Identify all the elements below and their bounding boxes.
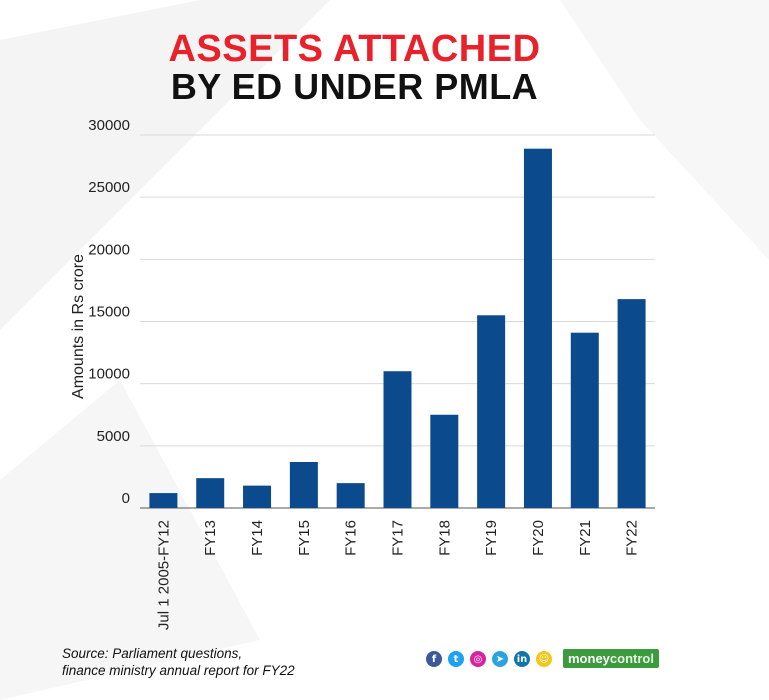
y-tick-label: 0 bbox=[122, 490, 130, 507]
twitter-icon[interactable]: t bbox=[448, 651, 464, 667]
x-tick-label: FY21 bbox=[577, 520, 594, 556]
moneycontrol-logo: money control bbox=[563, 649, 659, 668]
x-tick-label: FY19 bbox=[483, 520, 500, 556]
bar bbox=[430, 414, 459, 508]
bar bbox=[617, 299, 646, 508]
y-tick-label: 25000 bbox=[88, 179, 130, 196]
x-tick-label: FY22 bbox=[624, 520, 641, 556]
facebook-icon[interactable]: f bbox=[426, 651, 442, 667]
bar bbox=[196, 478, 225, 508]
bar bbox=[149, 493, 178, 508]
source-note: Source: Parliament questions, finance mi… bbox=[62, 645, 295, 679]
y-axis-label: Amounts in Rs crore bbox=[70, 254, 87, 399]
social-icons: f t ◎ ➤ in ☺ bbox=[426, 651, 552, 667]
linkedin-icon[interactable]: in bbox=[514, 651, 530, 667]
y-tick-label: 30000 bbox=[88, 117, 130, 134]
bar bbox=[477, 315, 506, 508]
brand-part2: control bbox=[609, 651, 654, 666]
chart-title-line1: ASSETS ATTACHED bbox=[168, 28, 541, 70]
bar bbox=[383, 371, 412, 508]
y-tick-label: 10000 bbox=[88, 366, 130, 383]
source-line-2: finance ministry annual report for FY22 bbox=[62, 663, 295, 678]
x-tick-label: FY20 bbox=[530, 520, 547, 556]
chart-title-line2: BY ED UNDER PMLA bbox=[170, 66, 539, 107]
y-tick-label: 15000 bbox=[88, 304, 130, 321]
x-tick-label: Jul 1 2005-FY12 bbox=[155, 520, 172, 630]
bar bbox=[523, 148, 552, 508]
bar bbox=[243, 485, 272, 508]
x-tick-label: FY13 bbox=[202, 520, 219, 556]
y-tick-label: 20000 bbox=[88, 241, 130, 258]
instagram-icon[interactable]: ◎ bbox=[470, 651, 486, 667]
bar bbox=[336, 483, 365, 508]
x-tick-label: FY18 bbox=[436, 520, 453, 556]
bar bbox=[570, 332, 599, 508]
y-tick-label: 5000 bbox=[97, 428, 130, 445]
x-tick-label: FY16 bbox=[343, 520, 360, 556]
x-tick-label: FY17 bbox=[390, 520, 407, 556]
source-line-1: Source: Parliament questions, bbox=[62, 646, 243, 661]
telegram-icon[interactable]: ➤ bbox=[492, 651, 508, 667]
snapchat-icon[interactable]: ☺ bbox=[536, 651, 552, 667]
bar bbox=[289, 461, 318, 508]
x-tick-label: FY14 bbox=[249, 520, 266, 556]
x-tick-label: FY15 bbox=[296, 520, 313, 556]
brand-part1: money bbox=[568, 651, 610, 666]
